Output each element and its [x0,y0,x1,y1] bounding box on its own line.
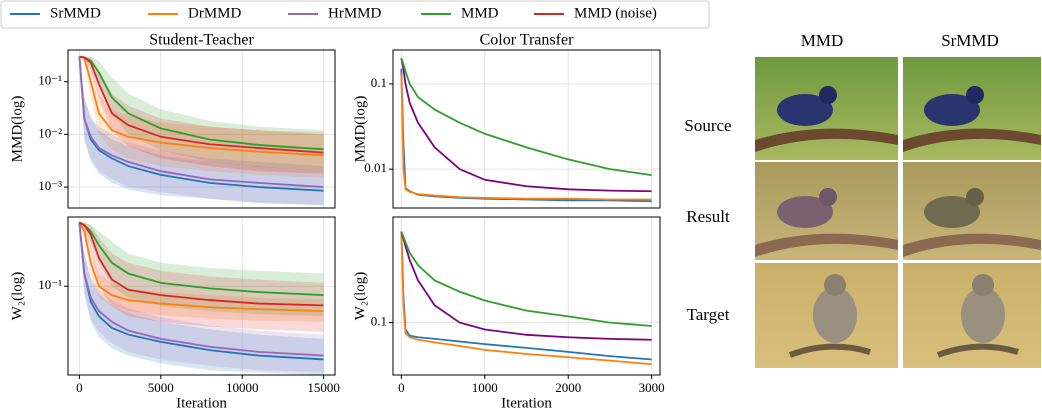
y-tick-label: 0.1 [371,75,387,90]
x-tick-label: 3000 [639,380,665,395]
x-tick-label: 5000 [148,380,174,395]
legend-box [0,0,710,29]
row-label: Result [686,207,730,226]
column-label: SrMMD [941,31,999,50]
y-tick-label: 10⁻² [38,125,62,140]
x-axis-label: Iteration [501,395,552,411]
line [78,222,324,357]
chart-title: Color Transfer [480,32,574,49]
y-tick-label: 0.01 [364,160,387,175]
plot [400,231,652,366]
y-axis-label: MMD(log) [352,96,368,163]
band [79,56,324,206]
plot [78,55,324,206]
image [755,162,898,260]
row-label: Target [687,305,730,324]
row-label: Source [684,116,731,135]
chart: 10⁻³ 10⁻² 10⁻¹ Student-Teacher MMD(log) [9,32,336,209]
line [400,68,652,203]
line [79,55,324,154]
legend: SrMMD DrMMD HrMMD MMD MMD (noise) [10,5,657,21]
line [400,74,652,201]
image [755,263,898,368]
chart: 0 5000 10000 15000 10⁻¹ Iteration W₂(log) [9,216,340,411]
legend-label: SrMMD [50,5,101,21]
y-tick-label: 0.1 [371,314,387,329]
image [903,263,1041,368]
chart-title: Student-Teacher [149,32,254,49]
chart: 0 1000 2000 3000 0.1 Iteration W₂(log) [352,216,665,411]
x-tick-label: 2000 [555,380,581,395]
plot-frame [392,216,661,376]
line [400,231,652,327]
chart: 0.01 0.1 Color Transfer MMD(log) [352,32,661,209]
x-axis-label: Iteration [176,395,227,411]
legend-label: MMD [461,5,499,21]
plot-frame [392,49,661,209]
line [400,231,652,341]
line [78,221,324,297]
plot-frame [67,216,336,376]
image-panel: MMD SrMMD Source Result Target [684,31,1041,368]
legend-label: HrMMD [328,5,382,21]
x-tick-label: 1000 [472,380,498,395]
y-tick-label: 10⁻³ [38,178,62,193]
line [400,58,652,193]
line [78,221,324,307]
y-axis-label: W₂(log) [9,272,25,321]
plot [400,57,652,203]
band [79,222,324,373]
x-tick-label: 0 [76,380,83,395]
line [79,55,324,157]
y-tick-label: 10⁻¹ [38,277,62,292]
line [400,231,652,361]
y-axis-label: MMD(log) [9,96,25,163]
plot-frame [67,49,336,209]
column-label: MMD [801,31,844,50]
x-tick-label: 0 [398,380,405,395]
y-tick-label: 10⁻¹ [38,73,62,88]
legend-label: DrMMD [188,5,242,21]
line [400,231,652,366]
x-tick-label: 15000 [307,380,340,395]
plot [78,221,324,375]
x-tick-label: 10000 [226,380,259,395]
y-axis-label: W₂(log) [352,272,368,321]
legend-label: MMD (noise) [574,5,657,21]
line [78,56,324,188]
band [79,56,324,172]
line [400,57,652,177]
image [903,57,1041,160]
image [755,57,898,160]
line [78,221,324,313]
band [79,222,324,322]
image [903,162,1041,260]
band [79,56,324,206]
